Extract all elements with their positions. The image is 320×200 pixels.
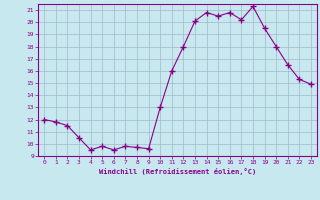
X-axis label: Windchill (Refroidissement éolien,°C): Windchill (Refroidissement éolien,°C) [99, 168, 256, 175]
